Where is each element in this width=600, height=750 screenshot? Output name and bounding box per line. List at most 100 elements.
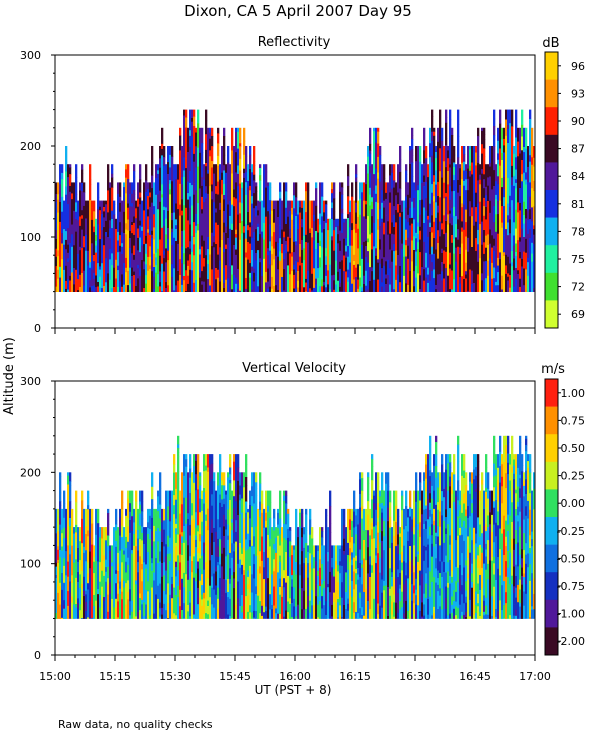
heatmap-cell bbox=[519, 168, 522, 173]
heatmap-cell bbox=[323, 220, 326, 230]
heatmap-cell bbox=[531, 188, 534, 196]
heatmap-cell bbox=[465, 278, 468, 292]
heatmap-cell bbox=[219, 494, 222, 504]
heatmap-cell bbox=[247, 212, 250, 226]
heatmap-cell bbox=[481, 273, 484, 281]
heatmap-cell bbox=[417, 185, 420, 191]
heatmap-cell bbox=[343, 218, 346, 223]
heatmap-cell bbox=[73, 578, 76, 591]
heatmap-cell bbox=[249, 154, 252, 170]
heatmap-cell bbox=[247, 259, 250, 267]
heatmap-cell bbox=[213, 231, 216, 237]
heatmap-cell bbox=[251, 592, 254, 603]
heatmap-cell bbox=[59, 221, 62, 228]
heatmap-cell bbox=[513, 286, 516, 292]
heatmap-cell bbox=[489, 200, 492, 214]
heatmap-cell bbox=[297, 248, 300, 263]
heatmap-cell bbox=[403, 244, 406, 258]
heatmap-cell bbox=[379, 263, 382, 281]
heatmap-cell bbox=[473, 225, 476, 236]
heatmap-cell bbox=[243, 251, 246, 260]
heatmap-cell bbox=[271, 566, 274, 575]
heatmap-cell bbox=[61, 243, 64, 260]
heatmap-cell bbox=[449, 210, 452, 214]
heatmap-cell bbox=[191, 124, 194, 137]
heatmap-cell bbox=[97, 182, 100, 198]
heatmap-cell bbox=[503, 243, 506, 253]
heatmap-cell bbox=[279, 578, 282, 588]
heatmap-cell bbox=[413, 182, 416, 193]
heatmap-cell bbox=[135, 232, 138, 245]
heatmap-cell bbox=[127, 203, 130, 209]
heatmap-cell bbox=[259, 613, 262, 618]
heatmap-cell bbox=[517, 127, 520, 142]
heatmap-cell bbox=[107, 618, 110, 619]
heatmap-cell bbox=[431, 109, 434, 117]
heatmap-cell bbox=[57, 611, 60, 619]
heatmap-cell bbox=[203, 542, 206, 554]
heatmap-cell bbox=[187, 560, 190, 575]
heatmap-cell bbox=[437, 258, 440, 275]
heatmap-cell bbox=[333, 274, 336, 281]
heatmap-cell bbox=[469, 201, 472, 217]
heatmap-cell bbox=[101, 246, 104, 264]
heatmap-cell bbox=[249, 169, 252, 187]
heatmap-cell bbox=[355, 291, 358, 292]
heatmap-cell bbox=[55, 230, 58, 240]
heatmap-cell bbox=[189, 182, 192, 197]
heatmap-cell bbox=[483, 291, 486, 292]
heatmap-cell bbox=[307, 255, 310, 272]
heatmap-cell bbox=[479, 224, 482, 230]
heatmap-cell bbox=[287, 590, 290, 602]
heatmap-cell bbox=[191, 205, 194, 214]
heatmap-cell bbox=[153, 196, 156, 207]
heatmap-cell bbox=[445, 173, 448, 182]
heatmap-cell bbox=[399, 230, 402, 241]
heatmap-cell bbox=[191, 503, 194, 516]
heatmap-cell bbox=[479, 229, 482, 236]
heatmap-cell bbox=[57, 256, 60, 271]
heatmap-cell bbox=[307, 577, 310, 587]
heatmap-cell bbox=[377, 202, 380, 220]
heatmap-cell bbox=[151, 238, 154, 244]
heatmap-cell bbox=[231, 185, 234, 199]
heatmap-cell bbox=[395, 195, 398, 211]
heatmap-cell bbox=[171, 560, 174, 578]
heatmap-cell bbox=[255, 216, 258, 230]
heatmap-cell bbox=[139, 197, 142, 205]
heatmap-cell bbox=[453, 265, 456, 280]
heatmap-cell bbox=[99, 252, 102, 267]
heatmap-cell bbox=[207, 215, 210, 222]
heatmap-cell bbox=[207, 173, 210, 178]
heatmap-cell bbox=[135, 514, 138, 531]
heatmap-cell bbox=[191, 270, 194, 279]
heatmap-cell bbox=[159, 231, 162, 240]
heatmap-cell bbox=[379, 259, 382, 265]
heatmap-cell bbox=[521, 174, 524, 182]
heatmap-cell bbox=[267, 288, 270, 292]
heatmap-cell bbox=[235, 520, 238, 529]
heatmap-cell bbox=[471, 242, 474, 248]
heatmap-cell bbox=[155, 580, 158, 595]
heatmap-cell bbox=[123, 554, 126, 569]
heatmap-cell bbox=[441, 127, 444, 142]
heatmap-cell bbox=[429, 203, 432, 212]
heatmap-cell bbox=[265, 229, 268, 242]
heatmap-cell bbox=[305, 608, 308, 618]
heatmap-cell bbox=[293, 557, 296, 571]
heatmap-cell bbox=[437, 196, 440, 207]
heatmap-cell bbox=[197, 516, 200, 526]
heatmap-cell bbox=[233, 226, 236, 232]
heatmap-cell bbox=[73, 182, 76, 195]
heatmap-cell bbox=[355, 202, 358, 213]
heatmap-cell bbox=[249, 236, 252, 244]
heatmap-cell bbox=[123, 592, 126, 605]
heatmap-cell bbox=[279, 287, 282, 292]
heatmap-cell bbox=[229, 175, 232, 193]
heatmap-cell bbox=[241, 512, 244, 518]
heatmap-cell bbox=[67, 252, 70, 259]
heatmap-cell bbox=[105, 200, 108, 205]
heatmap-cell bbox=[309, 553, 312, 564]
heatmap-cell bbox=[449, 275, 452, 290]
heatmap-cell bbox=[363, 216, 366, 229]
